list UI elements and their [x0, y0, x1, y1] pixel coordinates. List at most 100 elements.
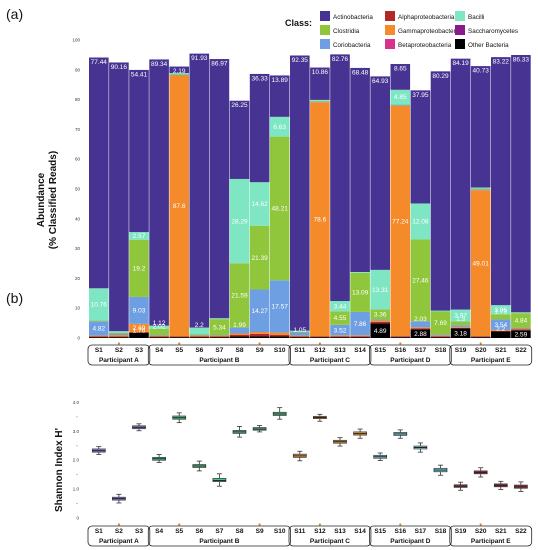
shannon-ytick-label: 3.0 [73, 429, 80, 434]
legend-label-coriobacteria: Coriobacteria [333, 42, 371, 49]
legend-swatch-other-bacteria [455, 39, 465, 49]
shannon-panel: (b) Shannon Index H' 01.02.03.04.0 S1 S2 S… [6, 290, 533, 547]
abundance-highlight-marker [117, 342, 120, 345]
shannon-ytick-label: 4.0 [73, 400, 80, 405]
panel-a-label: (a) [6, 6, 23, 22]
bar-segment-coriobacteria [129, 296, 149, 324]
bar-segment-other-bacteria [149, 337, 169, 338]
abundance-ytick-label: 60 [75, 157, 81, 162]
data-label: 13.31 [372, 287, 389, 294]
abundance-ytick-label: 30 [75, 246, 81, 251]
bar-segment-other-bacteria [209, 337, 230, 338]
bar-segment-clostridia [491, 314, 511, 320]
bar-segment-actinobacteria [390, 64, 411, 90]
abundance-ytick-label: 50 [75, 187, 81, 192]
bar-segment-other-bacteria [310, 337, 330, 338]
bar-segment-actinobacteria [229, 100, 250, 179]
bar-segment-bacilli [350, 271, 370, 273]
bar-segment-clostridia [430, 311, 451, 335]
abundance-sample-label: S11 [294, 347, 306, 354]
shannon-sample-label: S6 [195, 528, 203, 535]
abundance-group-bracket [87, 344, 151, 366]
bar-segment-gammaproteobacteria [350, 335, 370, 337]
bar-segment-coriobacteria [450, 325, 471, 328]
data-label: 19.2 [133, 266, 146, 273]
shannon-sample-label: S11 [294, 528, 306, 535]
bar-segment-other-bacteria [109, 337, 129, 338]
data-label: 2.69 [133, 325, 146, 332]
bar-segment-other-bacteria [229, 336, 250, 338]
bar-segment-gammaproteobacteria [370, 320, 390, 322]
bar-segment-coriobacteria [189, 335, 210, 336]
data-label: 1.3 [456, 316, 465, 323]
shannon-sample-label: S13 [334, 528, 346, 535]
data-label: 64.93 [372, 78, 389, 85]
bar-segment-alphaproteobacteria [511, 329, 531, 331]
abundance-sample-label: S1 [95, 347, 103, 354]
bar-segment-bacilli [89, 288, 109, 321]
bar-segment-clostridia [370, 309, 390, 320]
shannon-group-bracket [87, 525, 151, 547]
bar-segment-alphaproteobacteria [229, 335, 250, 337]
data-label: 21.59 [231, 293, 248, 300]
bar-segment-coriobacteria [249, 289, 270, 333]
data-label: 80.29 [432, 73, 449, 80]
bar-segment-bacilli [410, 203, 431, 240]
data-label: 2.02 [153, 324, 166, 331]
shannon-ytick-mark [76, 503, 78, 505]
bar-segment-other-bacteria [430, 337, 451, 338]
legend-swatch-gammaproteobacteria [385, 25, 395, 35]
bar-segment-bacilli [390, 89, 411, 105]
data-label: 17.57 [272, 304, 289, 311]
abundance-highlight-marker [399, 342, 402, 345]
shannon-ytick-mark [76, 474, 78, 476]
bar-segment-coriobacteria [410, 321, 431, 328]
bar-segment-actinobacteria [269, 75, 290, 117]
bar-segment-clostridia [310, 100, 330, 102]
bar-segment-clostridia [511, 313, 531, 328]
abundance-ytick-label: 10 [75, 306, 81, 311]
data-label: 86.33 [513, 57, 530, 64]
data-label: 21.39 [251, 255, 268, 262]
abundance-sample-label: S9 [256, 347, 264, 354]
abundance-group-label: Participant C [310, 357, 350, 364]
bar-segment-coriobacteria [310, 101, 330, 103]
abundance-ytick-label: 80 [75, 97, 81, 102]
shannon-highlight-marker [318, 523, 321, 526]
data-label: 78.6 [314, 217, 327, 224]
data-label: 4.89 [374, 328, 387, 335]
bar-segment-coriobacteria [511, 327, 531, 329]
bar-segment-gammaproteobacteria [149, 335, 169, 337]
bar-segment-gammaproteobacteria [269, 332, 290, 336]
bar-segment-actinobacteria [470, 66, 491, 188]
legend-swatch-saccharomycetes [455, 25, 465, 35]
data-label: 2.2 [496, 326, 505, 333]
bar-segment-gammaproteobacteria [310, 102, 330, 337]
data-label: 1.73 [494, 309, 507, 316]
data-label: 4.55 [334, 315, 347, 322]
data-label: 3.44 [334, 303, 347, 310]
data-label: 87.6 [173, 203, 186, 210]
bar-segment-bacilli [249, 182, 270, 226]
bar-segment-bacilli [470, 187, 491, 189]
data-label: 90.16 [111, 64, 128, 71]
abundance-group-label: Participant B [199, 357, 239, 364]
shannon-sample-labels: S1 S2 S3 S4 S5 S6 S7 S8 S9 S10 S11 S12 S13 S14 S15 S16 S… [87, 523, 533, 547]
bar-segment-alphaproteobacteria [249, 333, 270, 337]
shannon-sample-label: S14 [354, 528, 366, 535]
bar-segment-alphaproteobacteria [89, 336, 109, 338]
panel-b-label: (b) [6, 290, 23, 306]
data-label: 7.86 [354, 321, 367, 328]
data-label: 6.63 [273, 124, 286, 131]
bar-segment-coriobacteria [89, 321, 109, 336]
shannon-sample-label: S8 [236, 528, 244, 535]
shannon-group-bracket [449, 525, 533, 547]
bar-segment-clostridia [410, 239, 431, 322]
abundance-sample-label: S16 [395, 347, 407, 354]
bar-segment-alphaproteobacteria [129, 331, 149, 333]
abundance-sample-label: S6 [195, 347, 203, 354]
shannon-group-label: Participant E [471, 538, 511, 545]
abundance-sample-label: S4 [155, 347, 163, 354]
